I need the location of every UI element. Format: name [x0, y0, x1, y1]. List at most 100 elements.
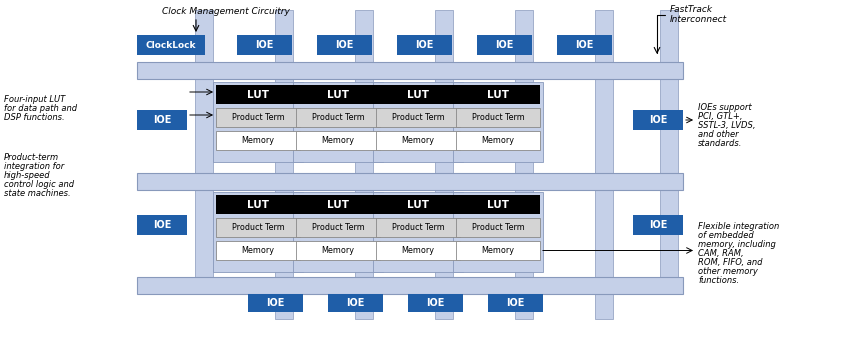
Bar [137, 277, 683, 294]
Text: Memory: Memory [241, 136, 275, 145]
Text: SSTL-3, LVDS,: SSTL-3, LVDS, [698, 121, 755, 130]
Text: Product Term: Product Term [392, 223, 444, 232]
Text: Memory: Memory [401, 246, 434, 255]
Text: IOE: IOE [575, 40, 593, 50]
Bar [296, 85, 380, 104]
Text: IOE: IOE [266, 298, 285, 308]
Text: FastTrack: FastTrack [670, 5, 713, 15]
Text: ClockLock: ClockLock [146, 40, 196, 49]
Text: IOE: IOE [649, 220, 667, 230]
Text: Memory: Memory [321, 136, 355, 145]
Bar [293, 192, 383, 272]
Text: state machines.: state machines. [4, 189, 71, 198]
Bar [216, 241, 300, 260]
Text: Four-input LUT: Four-input LUT [4, 95, 65, 104]
Bar [195, 10, 213, 294]
Text: Product Term: Product Term [312, 113, 364, 122]
Text: ROM, FIFO, and: ROM, FIFO, and [698, 258, 763, 267]
Bar [595, 10, 613, 294]
Text: Memory: Memory [401, 136, 434, 145]
Bar [296, 195, 380, 214]
Bar [137, 35, 205, 55]
Bar [633, 215, 683, 235]
Text: LUT: LUT [327, 199, 349, 210]
Text: IOEs support: IOEs support [698, 103, 752, 112]
Bar [456, 195, 540, 214]
Text: Product-term: Product-term [4, 153, 59, 162]
Bar [216, 85, 300, 104]
Bar [453, 82, 543, 162]
Bar [376, 108, 460, 127]
Bar [137, 110, 187, 130]
Text: Memory: Memory [481, 246, 514, 255]
Text: control logic and: control logic and [4, 180, 74, 189]
Bar [435, 294, 453, 319]
Text: standards.: standards. [698, 139, 743, 148]
Bar [456, 85, 540, 104]
Bar [376, 195, 460, 214]
Bar [296, 131, 380, 150]
Bar [216, 131, 300, 150]
Text: Product Term: Product Term [392, 113, 444, 122]
Text: PCI, GTL+,: PCI, GTL+, [698, 112, 743, 121]
Bar [317, 35, 372, 55]
Text: IOE: IOE [427, 298, 445, 308]
Text: IOE: IOE [153, 220, 171, 230]
Text: DSP functions.: DSP functions. [4, 113, 65, 122]
Text: LUT: LUT [407, 89, 429, 100]
Text: IOE: IOE [255, 40, 274, 50]
Bar [515, 10, 533, 294]
Text: Clock Management Circuitry: Clock Management Circuitry [162, 7, 290, 17]
Text: LUT: LUT [327, 89, 349, 100]
Bar [376, 85, 460, 104]
Bar [595, 294, 613, 319]
Bar [216, 218, 300, 237]
Text: functions.: functions. [698, 276, 739, 285]
Bar [328, 294, 383, 312]
Text: LUT: LUT [487, 89, 509, 100]
Bar [216, 195, 300, 214]
Bar [456, 241, 540, 260]
Bar [137, 62, 683, 79]
Text: Product Term: Product Term [471, 223, 524, 232]
Bar [275, 10, 293, 294]
Text: Product Term: Product Term [312, 223, 364, 232]
Bar [515, 294, 533, 319]
Text: IOE: IOE [649, 115, 667, 125]
Text: Product Term: Product Term [232, 113, 284, 122]
Text: Flexible integration: Flexible integration [698, 222, 779, 231]
Text: Product Term: Product Term [471, 113, 524, 122]
Text: LUT: LUT [247, 89, 269, 100]
Bar [456, 218, 540, 237]
Text: integration for: integration for [4, 162, 64, 171]
Text: IOE: IOE [346, 298, 365, 308]
Bar [137, 173, 683, 190]
Bar [453, 192, 543, 272]
Text: IOE: IOE [416, 40, 433, 50]
Text: Memory: Memory [241, 246, 275, 255]
Bar [376, 241, 460, 260]
Bar [557, 35, 612, 55]
Text: Interconnect: Interconnect [670, 16, 728, 24]
Bar [373, 82, 463, 162]
Text: IOE: IOE [496, 40, 513, 50]
Text: memory, including: memory, including [698, 240, 776, 249]
Bar [355, 294, 373, 319]
Text: and other: and other [698, 130, 738, 139]
Bar [248, 294, 303, 312]
Bar [633, 110, 683, 130]
Bar [296, 108, 380, 127]
Bar [296, 218, 380, 237]
Bar [237, 35, 292, 55]
Bar [477, 35, 532, 55]
Bar [660, 10, 678, 294]
Bar [376, 131, 460, 150]
Bar [376, 218, 460, 237]
Text: IOE: IOE [336, 40, 354, 50]
Bar [213, 82, 303, 162]
Text: other memory: other memory [698, 267, 758, 276]
Bar [293, 82, 383, 162]
Text: Memory: Memory [481, 136, 514, 145]
Bar [488, 294, 543, 312]
Bar [435, 10, 453, 294]
